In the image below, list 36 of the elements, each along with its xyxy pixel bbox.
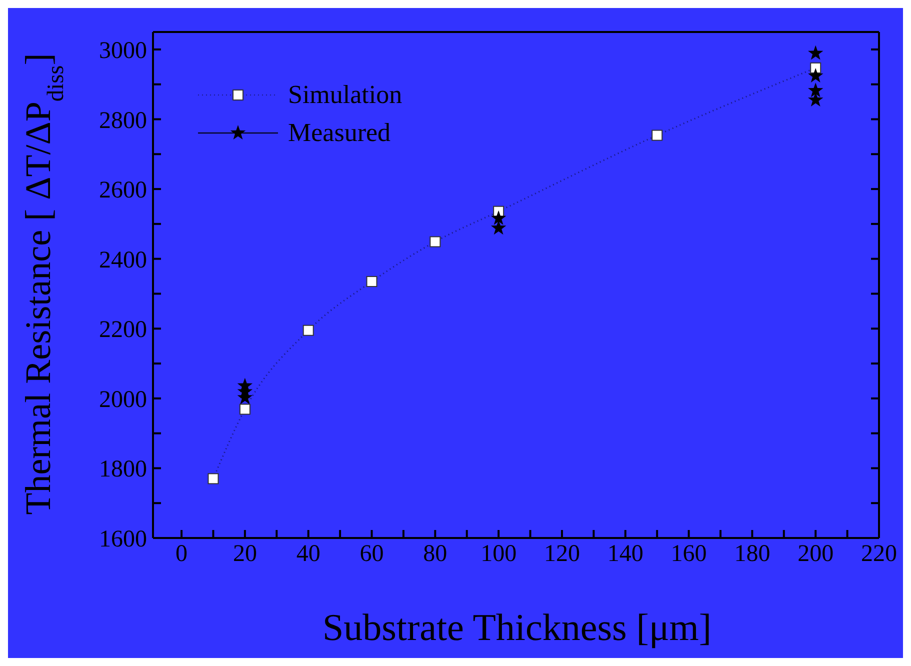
point [652,130,663,141]
x-tick-label: 180 [734,541,770,568]
point [808,68,824,82]
point [208,473,219,484]
x-tick-label: 100 [480,541,517,568]
point [366,276,378,288]
y-tick-label: 2200 [99,317,147,344]
point [430,236,441,248]
x-tick-label: 120 [544,541,580,568]
y-tick-label: 2000 [99,386,147,413]
y-tick-label: 2600 [99,178,147,204]
x-tick-label: 40 [296,541,320,568]
point [490,220,506,235]
x-tick-label: 0 [176,541,188,568]
y-tick-label: 2400 [99,247,147,274]
legend-label: Simulation [288,80,402,110]
x-axis-title: Substrate Thickness [μm] [322,607,712,649]
point [239,404,250,415]
point [808,45,824,60]
x-tick-label: 220 [861,541,897,568]
x-tick-label: 20 [232,541,257,568]
point [810,62,822,74]
y-tick-label: 1600 [99,526,147,553]
x-tick-label: 200 [798,541,834,568]
x-tick-label: 60 [360,541,384,568]
y-tick-label: 3000 [99,38,147,64]
point [808,92,824,107]
point [302,324,314,336]
point [808,82,824,98]
y-tick-label: 2800 [99,108,147,134]
x-tick-label: 160 [670,541,707,568]
x-tick-label: 140 [607,541,644,568]
point [490,210,506,225]
x-tick-label: 80 [423,541,448,568]
y-tick-label: 1800 [99,456,147,483]
legend-label: Measured [288,118,391,148]
